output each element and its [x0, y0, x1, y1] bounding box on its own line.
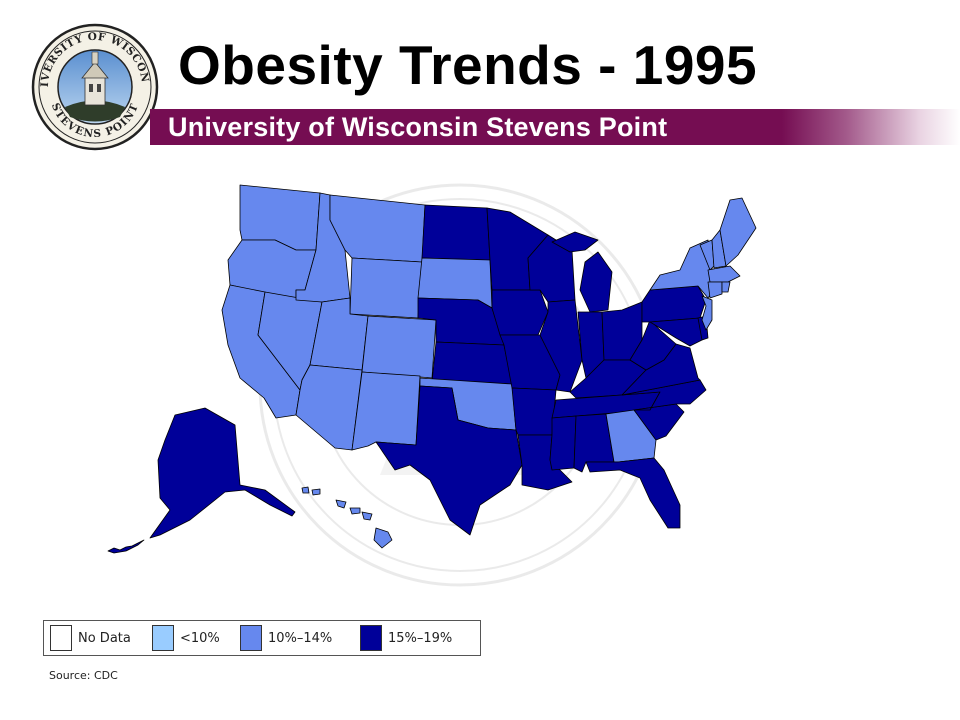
state-CO: [361, 315, 437, 379]
state-ND: [421, 204, 491, 261]
state-WY: [349, 257, 423, 319]
legend-swatch: [50, 625, 72, 651]
state-MI-upper: [551, 231, 599, 253]
state-RI: [721, 281, 731, 293]
state-IA: [491, 289, 549, 336]
state-HI-2: [311, 488, 321, 496]
state-TX: [375, 385, 523, 536]
state-KS: [431, 341, 513, 385]
state-HI-1: [301, 486, 310, 494]
state-CT: [707, 281, 723, 299]
legend-label: No Data: [78, 630, 131, 646]
state-NJ: [701, 295, 713, 331]
state-NC: [621, 379, 707, 411]
state-ME: [719, 197, 757, 267]
subtitle: University of Wisconsin Stevens Point: [168, 112, 668, 142]
state-AZ: [295, 364, 363, 451]
legend-label: 10%–14%: [268, 630, 333, 646]
legend-item-15-19: 15%–19%: [360, 624, 452, 652]
state-PA: [641, 285, 707, 323]
map-legend: No Data <10% 10%–14% 15%–19%: [43, 620, 481, 656]
legend-item-lt10: <10%: [152, 624, 220, 652]
legend-swatch: [152, 625, 174, 651]
legend-swatch: [240, 625, 262, 651]
state-AR: [511, 387, 557, 436]
university-seal-logo: UNIVERSITY OF WISCONSIN STEVENS POINT: [30, 22, 159, 151]
state-HI-6: [373, 527, 393, 549]
source-note: Source: CDC: [49, 669, 118, 682]
state-IL: [539, 299, 583, 393]
legend-item-10-14: 10%–14%: [240, 624, 332, 652]
state-HI-3: [335, 499, 347, 509]
subtitle-banner: [150, 109, 960, 145]
legend-label: 15%–19%: [388, 630, 453, 646]
state-HI-5: [361, 511, 373, 521]
state-MS: [549, 415, 577, 471]
state-HI-4: [349, 507, 361, 515]
state-FL: [585, 457, 681, 529]
legend-swatch: [360, 625, 382, 651]
state-MA: [707, 265, 741, 283]
us-map: [107, 184, 757, 554]
state-NM: [351, 371, 421, 451]
state-MI: [579, 251, 613, 313]
state-AK-chain: [107, 539, 145, 554]
state-WV: [629, 319, 677, 371]
state-AK: [149, 407, 296, 539]
legend-label: <10%: [180, 630, 220, 646]
page-title: Obesity Trends - 1995: [178, 34, 758, 96]
legend-item-no-data: No Data: [50, 624, 131, 652]
